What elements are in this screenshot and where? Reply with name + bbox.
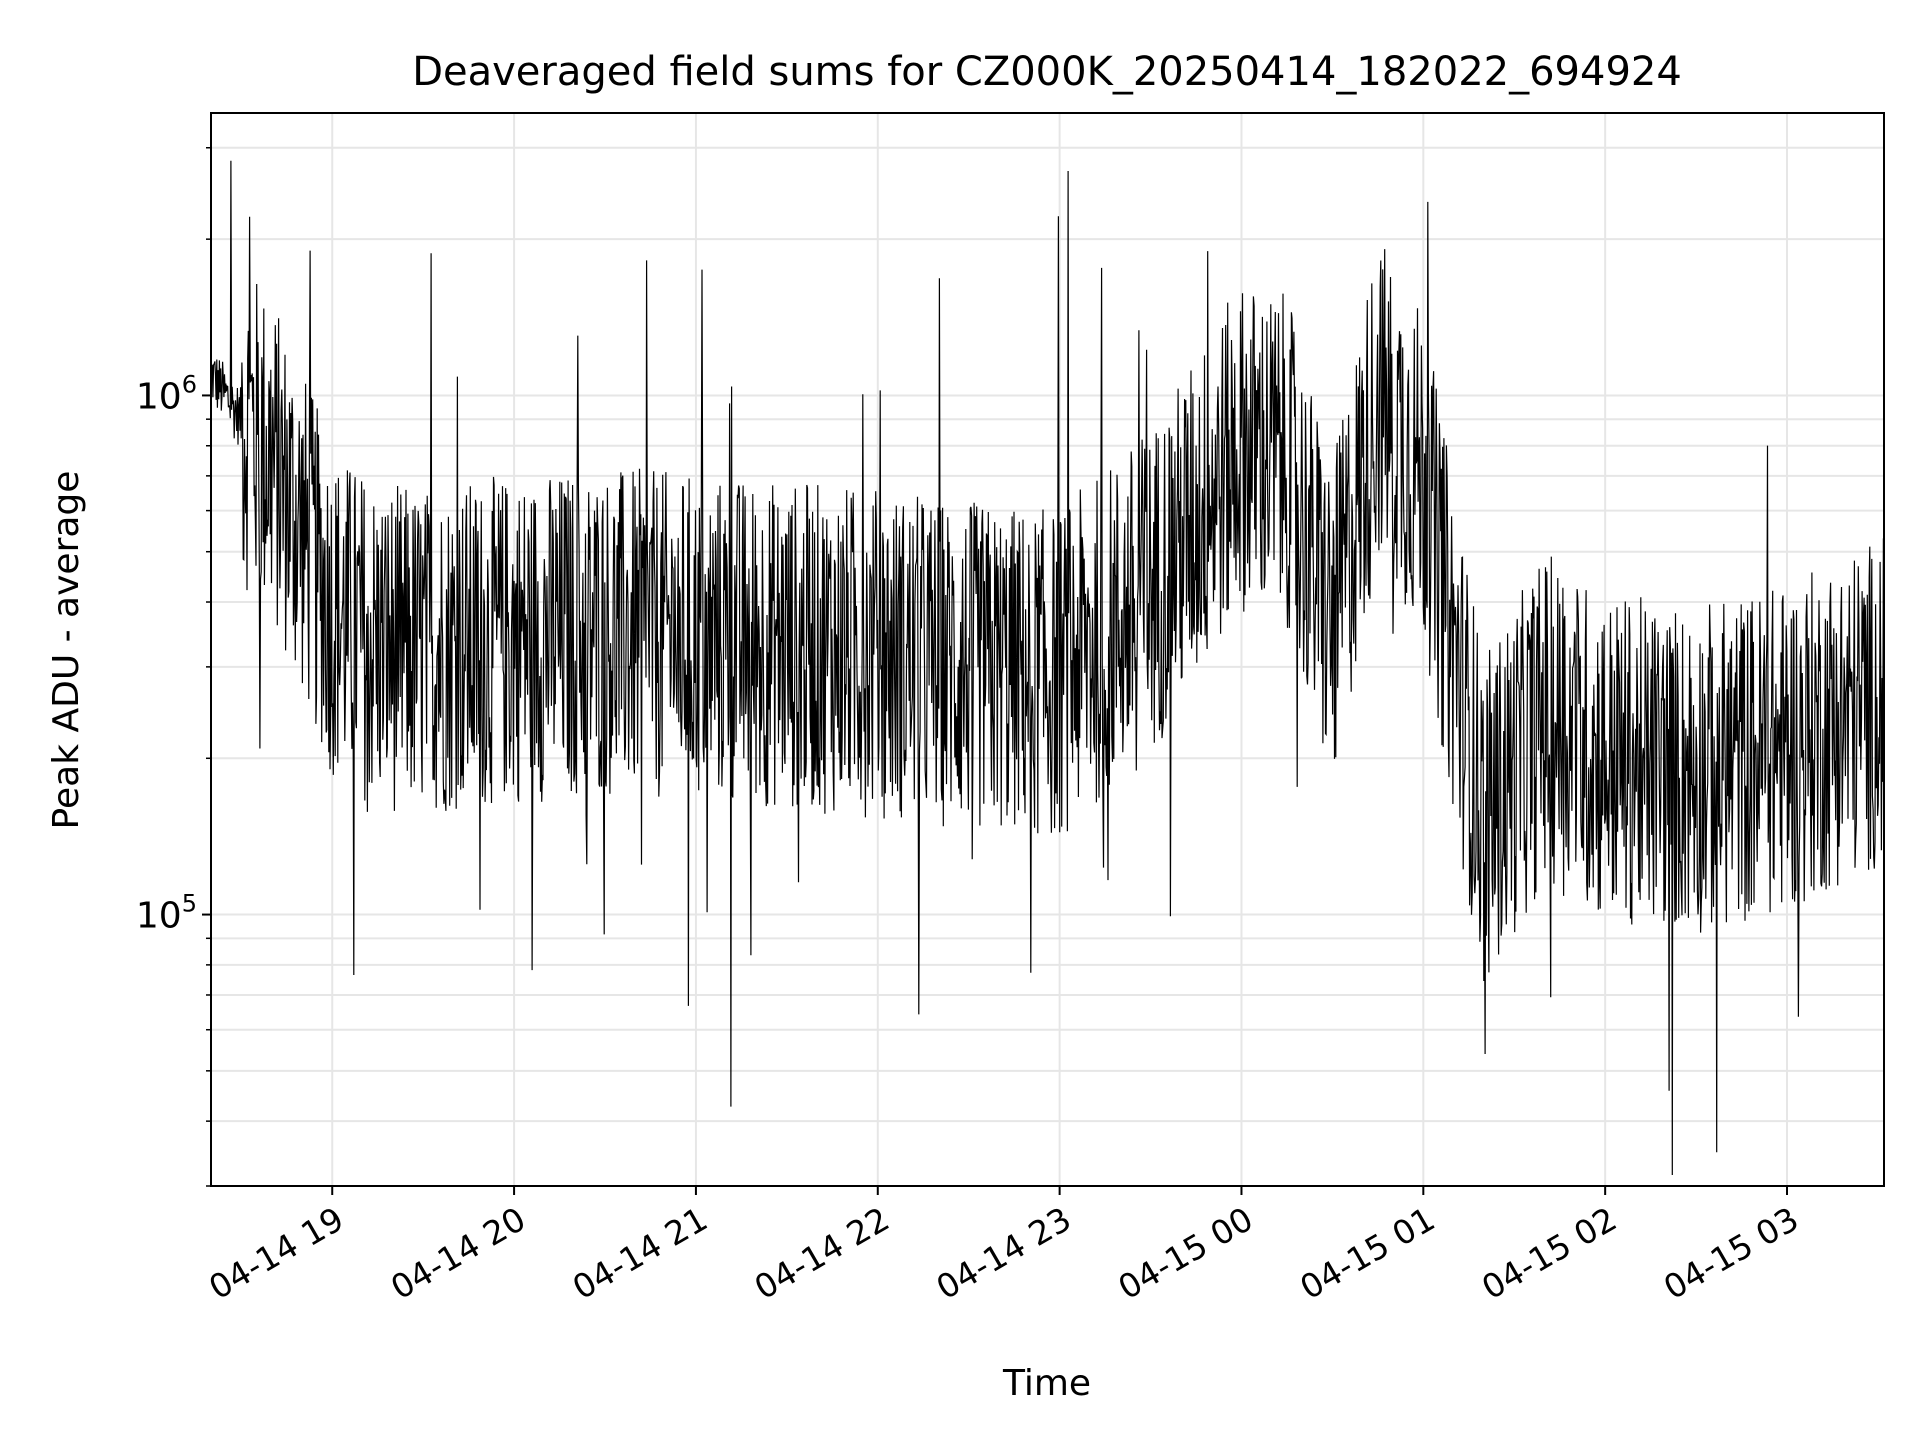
x-tick-label: 04-15 00 <box>1111 1199 1259 1307</box>
x-tick-label: 04-15 03 <box>1657 1199 1805 1307</box>
series-line <box>210 160 1885 1176</box>
x-axis-label: Time <box>1002 1363 1091 1404</box>
plot-frame <box>210 112 1885 1187</box>
y-axis: 105 106 <box>136 147 211 1187</box>
x-tick-label: 04-15 01 <box>1293 1199 1441 1307</box>
series-group <box>210 160 1885 1176</box>
chart-title: Deaveraged field sums for CZ000K_2025041… <box>412 49 1682 95</box>
y-tick-label: 106 <box>136 370 197 417</box>
x-tick-label: 04-14 20 <box>384 1199 532 1307</box>
x-tick-label: 04-14 19 <box>202 1199 350 1307</box>
y-tick-label: 105 <box>136 890 197 937</box>
y-axis-label: Peak ADU - average <box>46 471 87 830</box>
x-axis: 04-14 19 04-14 20 04-14 21 04-14 22 04-14 23… <box>202 1186 1805 1307</box>
x-tick-label: 04-14 23 <box>930 1199 1078 1307</box>
x-tick-label: 04-14 21 <box>566 1199 714 1307</box>
x-tick-label: 04-15 02 <box>1475 1199 1623 1307</box>
x-tick-label: 04-14 22 <box>748 1199 896 1307</box>
